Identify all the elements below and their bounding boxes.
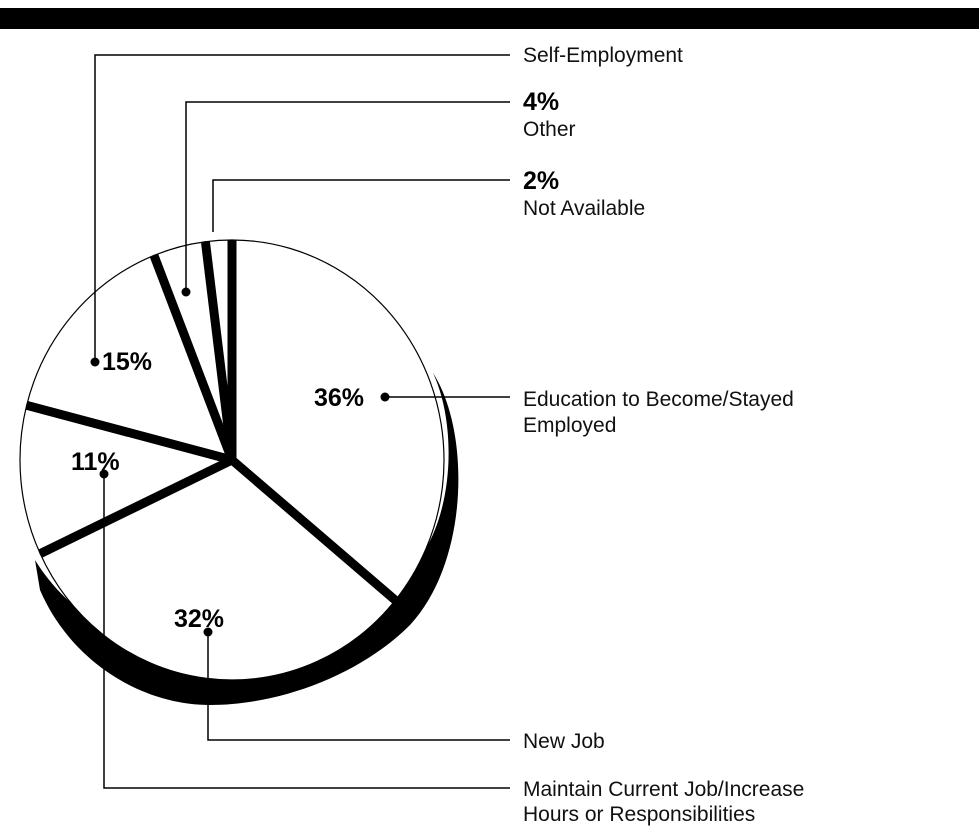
category-label-new-job: New Job (523, 730, 605, 753)
category-label-maintain-line2: Hours or Responsibilities (523, 803, 755, 826)
marker-dot-education (380, 392, 390, 402)
slice-separator (149, 253, 237, 462)
pie-slice-education (231, 239, 445, 602)
category-label-self-employment: Self-Employment (523, 44, 683, 67)
leader-line-other (185, 101, 510, 292)
leader-line-self-employment (94, 54, 510, 362)
marker-dot-other (181, 287, 191, 297)
leader-line-new-job (207, 632, 510, 741)
value-label-self-employment: 15% (102, 348, 152, 376)
value-label-other: 4% (523, 88, 559, 116)
value-label-new-job: 32% (174, 605, 224, 633)
leader-line-maintain (103, 474, 510, 789)
category-label-not-available: Not Available (523, 197, 645, 220)
marker-dot-maintain (99, 469, 109, 479)
value-label-maintain: 11% (71, 448, 120, 476)
leader-line-not-available (212, 179, 510, 232)
value-label-not-available: 2% (523, 167, 559, 195)
value-label-education: 36% (314, 384, 364, 412)
pie-slice-self-employment (25, 254, 233, 461)
slice-separator (38, 455, 234, 558)
category-label-maintain-line1: Maintain Current Job/Increase (523, 778, 804, 801)
category-label-education-line1: Education to Become/Stayed (523, 388, 794, 411)
slice-separator (25, 400, 234, 465)
header-bar (0, 8, 979, 29)
marker-dot-self-employment (90, 357, 100, 367)
category-label-education-line2: Employed (523, 414, 616, 437)
category-label-other: Other (523, 118, 576, 141)
marker-dot-new-job (203, 627, 213, 637)
slice-separator (229, 456, 399, 604)
slice-separator (200, 241, 237, 461)
pie-slice-maintain (19, 404, 234, 555)
